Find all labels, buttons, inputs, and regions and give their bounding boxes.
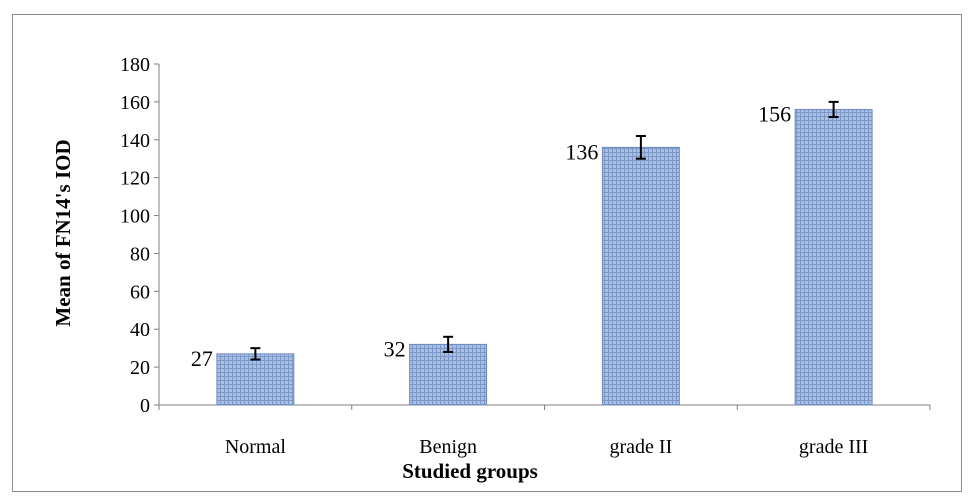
- y-axis-title: Mean of FN14's IOD: [51, 139, 75, 326]
- y-tick-label: 180: [120, 54, 150, 76]
- y-tick-label: 120: [120, 168, 150, 190]
- y-tick-label: 140: [120, 130, 150, 152]
- y-tick-label: 20: [130, 357, 150, 379]
- data-label: 156: [758, 101, 791, 126]
- bar-normal: [216, 353, 295, 406]
- bar-grade-ii: [601, 146, 680, 406]
- bar-benign: [409, 343, 488, 406]
- y-tick-label: 0: [140, 395, 150, 417]
- x-axis-title: Studied groups: [402, 459, 538, 483]
- data-label: 27: [191, 346, 213, 371]
- x-tick-label: grade III: [799, 436, 868, 458]
- y-tick-label: 160: [120, 92, 150, 114]
- y-tick-label: 60: [130, 281, 150, 303]
- x-tick-label: grade II: [610, 436, 673, 458]
- bar-grade-iii: [794, 108, 873, 406]
- data-label: 32: [384, 336, 406, 361]
- x-tick-label: Normal: [225, 436, 287, 458]
- y-tick-label: 80: [130, 243, 150, 265]
- x-tick-label: Benign: [419, 436, 477, 458]
- y-tick-label: 40: [130, 319, 150, 341]
- data-label: 136: [565, 139, 598, 164]
- y-tick-label: 100: [120, 206, 150, 228]
